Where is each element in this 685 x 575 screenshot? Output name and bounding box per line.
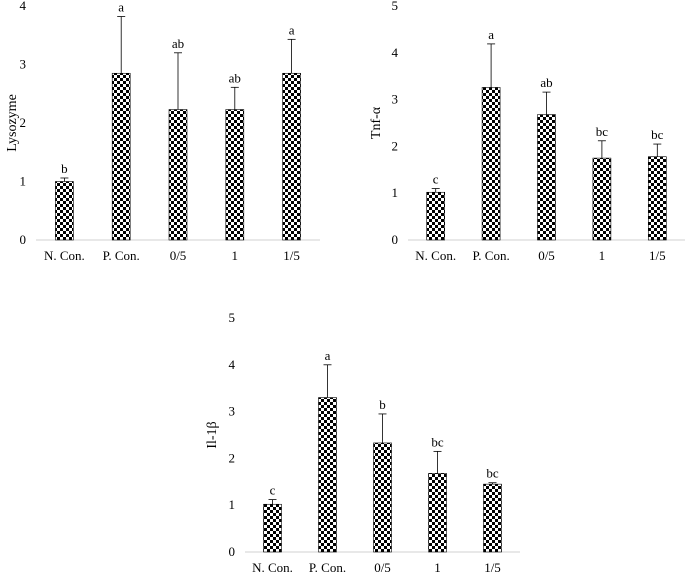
tnf-alpha-y-tick-label: 1	[392, 185, 399, 200]
tnf-alpha-y-tick-label: 4	[392, 45, 399, 60]
lysozyme-y-tick-label: 0	[20, 232, 27, 247]
il-1beta-x-tick-label: P. Con.	[309, 560, 346, 575]
lysozyme-x-tick-label: 1/5	[283, 248, 300, 263]
tnf-alpha-bar	[481, 87, 501, 241]
tnf-alpha-bar	[426, 191, 446, 241]
il-1beta-y-tick-label: 3	[229, 404, 236, 419]
tnf-alpha-x-tick-label: 1	[599, 248, 606, 263]
il-1beta-y-tick-label: 1	[229, 497, 236, 512]
il-1beta-bar	[318, 397, 337, 553]
il-1beta-significance-letter: a	[325, 348, 331, 363]
il-1beta-y-tick-label: 5	[229, 310, 236, 325]
tnf-alpha-y-axis-label: Tnf-α	[369, 106, 384, 139]
tnf-alpha-significance-letter: c	[433, 172, 439, 187]
lysozyme-chart: 0 1 2 3 4 Lysozyme b N. Con. a P. Con. ab 0/5 ab 1 a 1/…	[5, 0, 320, 263]
tnf-alpha-bar	[592, 157, 612, 241]
il-1beta-y-axis-label: Il-1β	[205, 421, 220, 448]
tnf-alpha-y-tick-label: 2	[392, 138, 399, 153]
il-1beta-chart: 0 1 2 3 4 5 Il-1β c N. Con. a P. Con. b 0/5 bc 1 bc 1/5	[205, 310, 520, 575]
tnf-alpha-chart: 0 1 2 3 4 5 Tnf-α c N. Con. a P. Con. ab 0/5 bc 1 bc 1/5	[369, 0, 685, 263]
tnf-alpha-y-tick-label: 3	[392, 92, 399, 107]
lysozyme-x-tick-label: 1	[232, 248, 239, 263]
il-1beta-significance-letter: c	[270, 483, 276, 498]
il-1beta-y-tick-label: 4	[229, 357, 236, 372]
lysozyme-bar	[282, 72, 301, 241]
lysozyme-bar	[111, 72, 131, 241]
il-1beta-bar	[263, 503, 282, 553]
lysozyme-y-axis-label: Lysozyme	[5, 94, 20, 152]
tnf-alpha-significance-letter: ab	[540, 75, 552, 90]
il-1beta-x-tick-label: 1	[434, 560, 441, 575]
il-1beta-x-tick-label: N. Con.	[252, 560, 293, 575]
tnf-alpha-x-tick-label: 0/5	[538, 248, 555, 263]
tnf-alpha-bar	[537, 114, 556, 241]
lysozyme-x-tick-label: N. Con.	[44, 248, 85, 263]
tnf-alpha-x-tick-label: P. Con.	[472, 248, 509, 263]
tnf-alpha-x-tick-label: 1/5	[649, 248, 666, 263]
il-1beta-x-tick-label: 1/5	[484, 560, 501, 575]
lysozyme-significance-letter: ab	[172, 36, 184, 51]
lysozyme-significance-letter: b	[61, 161, 68, 176]
il-1beta-y-tick-label: 2	[229, 450, 236, 465]
lysozyme-bar	[55, 181, 74, 241]
lysozyme-bar	[225, 109, 245, 241]
lysozyme-significance-letter: a	[118, 0, 124, 15]
lysozyme-y-tick-label: 1	[20, 174, 27, 189]
tnf-alpha-significance-letter: a	[488, 27, 494, 42]
il-1beta-x-tick-label: 0/5	[374, 560, 391, 575]
lysozyme-x-tick-label: 0/5	[170, 248, 187, 263]
il-1beta-significance-letter: bc	[486, 466, 499, 481]
il-1beta-bar	[373, 442, 392, 553]
lysozyme-y-tick-label: 3	[20, 57, 27, 72]
lysozyme-significance-letter: a	[289, 22, 295, 37]
lysozyme-bar	[168, 109, 188, 241]
lysozyme-y-tick-label: 4	[20, 0, 27, 13]
il-1beta-significance-letter: b	[379, 397, 386, 412]
il-1beta-bar	[428, 473, 447, 553]
tnf-alpha-significance-letter: bc	[596, 124, 609, 139]
tnf-alpha-bar	[647, 156, 667, 241]
lysozyme-significance-letter: ab	[229, 70, 241, 85]
tnf-alpha-y-tick-label: 5	[392, 0, 399, 13]
lysozyme-y-tick-label: 2	[20, 115, 27, 130]
lysozyme-x-tick-label: P. Con.	[103, 248, 140, 263]
tnf-alpha-x-tick-label: N. Con.	[415, 248, 456, 263]
tnf-alpha-significance-letter: bc	[651, 127, 664, 142]
il-1beta-y-tick-label: 0	[229, 544, 236, 559]
il-1beta-bar	[483, 483, 502, 553]
tnf-alpha-y-tick-label: 0	[392, 232, 399, 247]
il-1beta-significance-letter: bc	[431, 434, 444, 449]
